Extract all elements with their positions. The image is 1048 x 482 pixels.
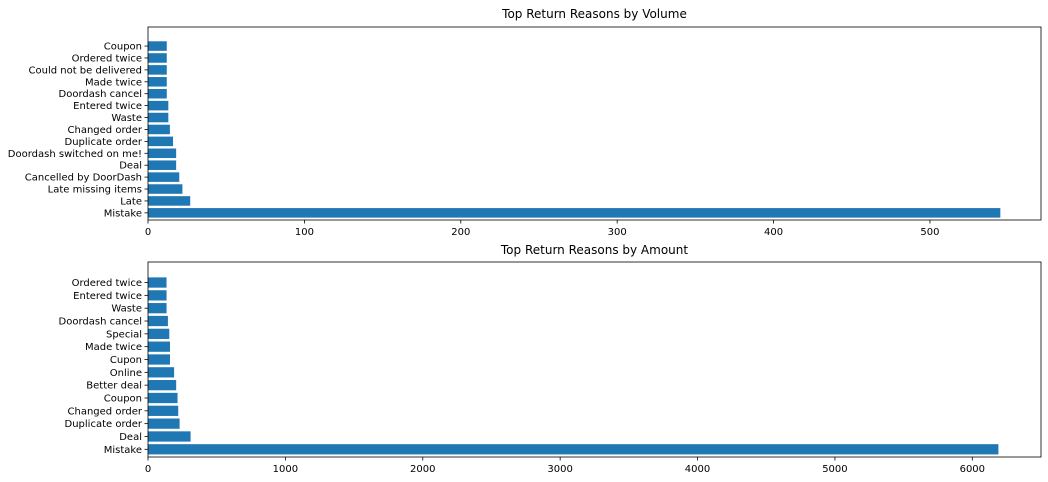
bar <box>148 354 170 365</box>
y-tick-label: Entered twice <box>73 101 142 112</box>
volume-chart: Top Return Reasons by Volume MistakeLateL… <box>8 7 1042 238</box>
bar <box>148 341 170 352</box>
bar <box>148 277 167 288</box>
y-tick-label: Changed order <box>68 125 143 136</box>
bar <box>148 53 167 63</box>
bar <box>148 405 179 416</box>
y-tick-label: Better deal <box>86 381 142 392</box>
x-tick-label: 6000 <box>960 464 985 475</box>
y-tick-label: Changed order <box>68 406 143 417</box>
x-tick-label: 200 <box>451 227 470 238</box>
bar <box>148 184 183 194</box>
x-tick-label: 400 <box>764 227 783 238</box>
y-tick-label: Made twice <box>85 342 142 353</box>
amount-chart: Top Return Reasons by Amount Mistake Deal D… <box>59 243 1042 475</box>
x-tick-label: 0 <box>145 464 151 475</box>
y-tick-label: Mistake <box>104 445 142 456</box>
chart-title: Top Return Reasons by Amount <box>500 243 688 257</box>
bar <box>148 196 191 206</box>
y-tick-label: Coupon <box>104 42 142 53</box>
bar <box>148 315 168 327</box>
bar <box>148 77 167 87</box>
y-tick-label: Ordered twice <box>72 278 142 289</box>
bar <box>148 444 999 455</box>
y-tick-label: Waste <box>111 113 142 124</box>
y-tick-label: Online <box>110 368 142 379</box>
bar <box>148 303 167 314</box>
bar <box>148 290 167 301</box>
x-tick-label: 0 <box>145 227 151 238</box>
x-tick-label: 2000 <box>410 464 435 475</box>
y-tick-label: Mistake <box>104 208 142 219</box>
y-tick-label: Entered twice <box>73 291 142 302</box>
x-tick-label: 500 <box>920 227 939 238</box>
bar <box>148 328 170 339</box>
bar <box>148 136 174 147</box>
y-tick-label: Coupon <box>104 393 142 404</box>
y-tick-label: Doordash switched on me! <box>8 149 142 160</box>
bar <box>148 160 177 170</box>
bar <box>148 124 170 135</box>
y-tick-label: Made twice <box>85 77 142 88</box>
y-tick-label: Doordash cancel <box>59 317 142 328</box>
bar <box>148 88 167 99</box>
bar <box>148 392 178 404</box>
y-tick-label: Duplicate order <box>65 137 143 148</box>
y-tick-label: Doordash cancel <box>59 89 142 100</box>
y-tick-label: Cupon <box>110 355 142 366</box>
bar <box>148 112 169 123</box>
x-tick-label: 4000 <box>685 464 710 475</box>
y-tick-label: Cancelled by DoorDash <box>25 173 142 184</box>
bar <box>148 418 180 429</box>
y-tick-label: Could not be delivered <box>29 65 143 76</box>
bar <box>148 208 1001 218</box>
chart-title: Top Return Reasons by Volume <box>501 7 687 21</box>
y-tick-label: Waste <box>111 304 142 315</box>
x-tick-label: 300 <box>608 227 627 238</box>
bar <box>148 148 177 159</box>
axes-frame <box>147 26 1042 221</box>
axes-frame <box>147 261 1042 458</box>
y-tick-label: Duplicate order <box>65 419 143 430</box>
x-tick-label: 5000 <box>822 464 847 475</box>
y-tick-label: Ordered twice <box>72 53 142 64</box>
y-tick-label: Special <box>106 329 142 340</box>
bar <box>148 41 167 51</box>
bar <box>148 100 169 111</box>
bar <box>148 431 191 442</box>
x-tick-label: 3000 <box>547 464 572 475</box>
y-tick-label: Deal <box>119 432 142 443</box>
bar <box>148 367 175 378</box>
y-tick-label: Deal <box>119 161 142 172</box>
bar <box>148 172 180 182</box>
y-tick-label: Late missing items <box>48 185 142 196</box>
x-tick-label: 100 <box>295 227 314 238</box>
x-tick-label: 1000 <box>273 464 298 475</box>
bar <box>148 65 167 75</box>
bar <box>148 380 177 391</box>
y-tick-label: Late <box>120 196 142 207</box>
